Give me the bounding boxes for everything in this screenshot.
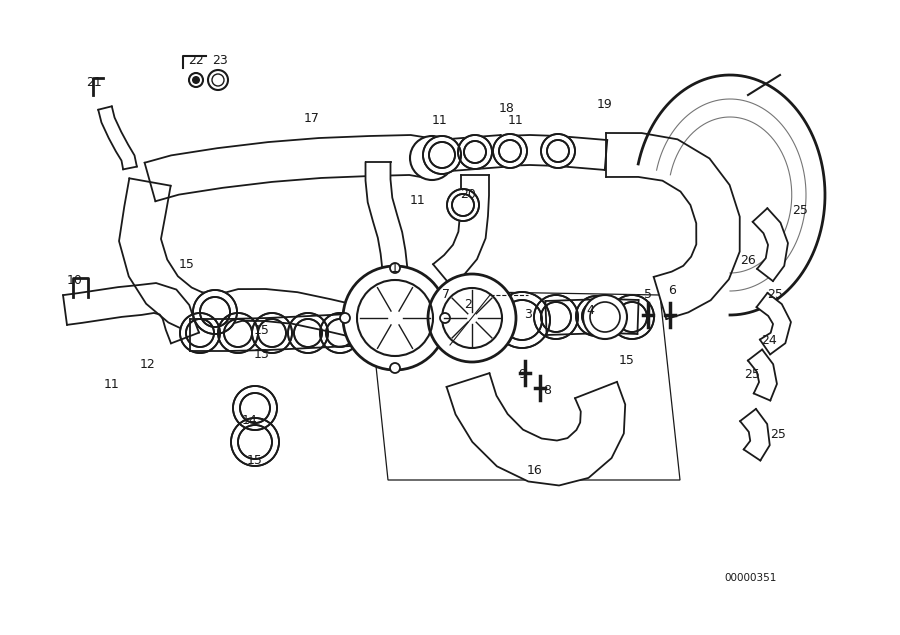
Polygon shape — [606, 133, 740, 319]
Text: 00000351: 00000351 — [724, 573, 778, 583]
Text: 16: 16 — [527, 464, 543, 476]
Text: 1: 1 — [392, 262, 399, 274]
Text: 15: 15 — [248, 453, 263, 467]
Polygon shape — [203, 289, 362, 338]
Polygon shape — [98, 106, 137, 170]
Polygon shape — [748, 349, 777, 401]
Text: 15: 15 — [619, 354, 634, 366]
Polygon shape — [63, 283, 199, 344]
Text: 4: 4 — [586, 304, 594, 316]
Polygon shape — [458, 135, 492, 169]
Circle shape — [583, 295, 627, 339]
Polygon shape — [433, 175, 489, 286]
Polygon shape — [423, 136, 461, 174]
Text: 15: 15 — [179, 258, 195, 272]
Polygon shape — [493, 134, 527, 168]
Polygon shape — [180, 313, 220, 353]
Text: 18: 18 — [500, 102, 515, 114]
Polygon shape — [638, 75, 825, 315]
Circle shape — [192, 76, 200, 84]
Text: 6: 6 — [668, 283, 676, 297]
Text: 22: 22 — [188, 53, 204, 67]
Polygon shape — [757, 293, 791, 354]
Polygon shape — [534, 295, 578, 339]
Polygon shape — [233, 386, 277, 430]
Polygon shape — [494, 292, 550, 348]
Circle shape — [340, 313, 350, 323]
Circle shape — [343, 266, 447, 370]
Polygon shape — [545, 299, 639, 335]
Circle shape — [428, 274, 516, 362]
Text: 13: 13 — [254, 349, 270, 361]
Polygon shape — [145, 135, 431, 201]
Text: 23: 23 — [212, 53, 228, 67]
Text: 11: 11 — [432, 114, 448, 126]
Text: 11: 11 — [508, 114, 524, 126]
Polygon shape — [752, 208, 788, 281]
Text: 26: 26 — [740, 253, 756, 267]
Polygon shape — [501, 135, 608, 170]
Text: 5: 5 — [644, 288, 652, 302]
Text: 14: 14 — [242, 413, 258, 427]
Polygon shape — [218, 313, 258, 353]
Circle shape — [390, 263, 400, 273]
Polygon shape — [190, 314, 351, 351]
Circle shape — [390, 363, 400, 373]
Polygon shape — [193, 290, 237, 334]
Text: 10: 10 — [68, 274, 83, 286]
Text: 8: 8 — [543, 384, 551, 396]
Polygon shape — [610, 295, 654, 339]
Polygon shape — [252, 313, 292, 353]
Polygon shape — [288, 313, 328, 353]
Text: 21: 21 — [86, 76, 102, 88]
Polygon shape — [119, 178, 214, 335]
Text: 11: 11 — [104, 378, 120, 392]
Text: 25: 25 — [770, 429, 786, 441]
Text: 2: 2 — [464, 298, 472, 312]
Polygon shape — [426, 135, 503, 174]
Polygon shape — [320, 313, 360, 353]
Text: 25: 25 — [767, 288, 783, 302]
Polygon shape — [365, 162, 408, 271]
Circle shape — [410, 136, 454, 180]
Text: 12: 12 — [140, 359, 156, 371]
Circle shape — [189, 73, 203, 87]
Text: 11: 11 — [410, 194, 426, 206]
Text: 19: 19 — [597, 98, 613, 112]
Text: 17: 17 — [304, 112, 320, 124]
Polygon shape — [541, 134, 575, 168]
Polygon shape — [447, 189, 479, 221]
Polygon shape — [740, 409, 770, 460]
Text: 20: 20 — [460, 189, 476, 201]
Circle shape — [212, 74, 224, 86]
Text: 15: 15 — [254, 323, 270, 337]
Text: 25: 25 — [792, 203, 808, 217]
Polygon shape — [446, 373, 626, 486]
Text: 7: 7 — [442, 288, 450, 302]
Text: 9: 9 — [518, 368, 526, 382]
Text: 24: 24 — [761, 333, 777, 347]
Text: 25: 25 — [744, 368, 760, 382]
Polygon shape — [231, 418, 279, 466]
Text: 3: 3 — [524, 309, 532, 321]
Circle shape — [208, 70, 228, 90]
Circle shape — [440, 313, 450, 323]
Polygon shape — [576, 296, 616, 336]
